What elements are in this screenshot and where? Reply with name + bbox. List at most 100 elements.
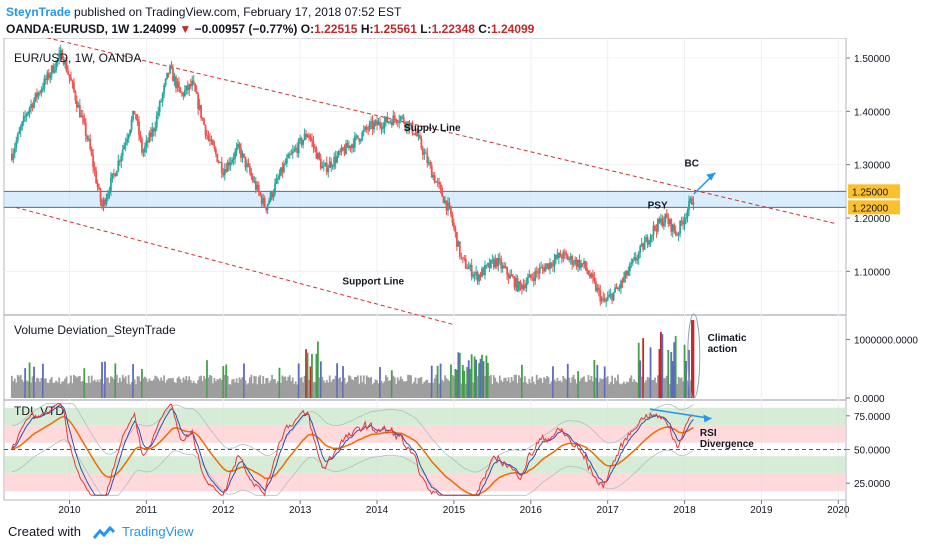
volume-bar	[546, 375, 548, 398]
candle-body	[349, 145, 352, 149]
candle-body	[376, 120, 378, 126]
volume-bar	[379, 367, 381, 398]
candle-body	[228, 162, 231, 166]
candle-body	[492, 259, 495, 268]
low-label: L:	[420, 22, 432, 36]
volume-bar	[285, 380, 288, 398]
volume-bar	[461, 365, 464, 398]
candle-body	[482, 268, 485, 276]
candle-body	[413, 133, 415, 135]
candle-body	[144, 146, 146, 153]
volume-bar	[518, 375, 520, 398]
x-tick-label: 2020	[827, 505, 850, 516]
volume-bar	[262, 376, 265, 398]
volume-bar	[390, 370, 393, 398]
tradingview-brand[interactable]: TradingView	[122, 524, 194, 539]
candle-body	[312, 141, 315, 147]
level-price-tag	[848, 184, 900, 199]
volume-bar	[327, 382, 330, 398]
candle-body	[192, 80, 195, 84]
volume-bar	[260, 384, 263, 398]
volume-bar	[371, 384, 374, 398]
candle-body	[225, 169, 228, 172]
volume-bar	[135, 384, 137, 398]
volume-bar	[95, 381, 98, 398]
candle-body	[455, 232, 458, 247]
candle-body	[40, 89, 43, 93]
volume-bar	[609, 381, 612, 398]
volume-bar	[421, 383, 424, 398]
chart-canvas[interactable]: 2010 2011 2012 2013 2014 2015 2016 2017 2018 2019…	[0, 38, 932, 524]
candle-body	[49, 74, 52, 79]
volume-bar	[27, 381, 30, 398]
volume-bar	[662, 378, 665, 398]
candle-body	[37, 92, 40, 97]
candle-body	[578, 260, 581, 268]
volume-annotation: action	[708, 344, 737, 355]
candle-body	[22, 116, 25, 122]
volume-bar	[384, 375, 387, 398]
candle-body	[603, 298, 606, 302]
volume-bar	[316, 341, 319, 398]
volume-bar	[489, 375, 492, 398]
candle-body	[337, 151, 340, 156]
volume-bar	[124, 376, 127, 398]
candle-body	[645, 237, 648, 242]
volume-bar	[340, 381, 343, 398]
volume-bar	[612, 384, 615, 398]
volume-bar	[350, 379, 353, 398]
volume-bar	[637, 342, 640, 398]
volume-bar	[686, 380, 689, 398]
candle-body	[293, 149, 296, 152]
candle-body	[534, 270, 537, 281]
author-link[interactable]: SteynTrade	[6, 5, 71, 19]
candle-body	[679, 220, 682, 234]
candle-body	[454, 227, 457, 233]
candle-body	[393, 115, 396, 120]
candle-body	[68, 74, 71, 78]
volume-bar	[102, 383, 105, 398]
candle-body	[396, 122, 399, 124]
volume-bar	[41, 363, 44, 398]
candle-body	[281, 167, 284, 173]
volume-bar	[473, 356, 476, 398]
volume-bar	[39, 381, 41, 398]
volume-bar	[606, 376, 609, 398]
price-annotation: Support Line	[342, 277, 404, 288]
volume-bar	[658, 349, 661, 398]
volume-bar	[614, 377, 616, 398]
volume-bar	[40, 378, 43, 398]
candle-body	[642, 243, 645, 250]
volume-bar	[133, 379, 136, 398]
volume-bar	[83, 368, 86, 398]
x-tick-label: 2016	[520, 505, 543, 516]
candle-body	[28, 108, 31, 112]
volume-bar	[679, 378, 682, 398]
candle-body	[201, 117, 204, 119]
candle-body	[90, 149, 93, 156]
volume-bar	[410, 375, 412, 398]
candle-body	[503, 265, 506, 268]
candle-body	[10, 154, 13, 160]
volume-bar	[566, 363, 569, 398]
candle-body	[519, 281, 522, 285]
candle-body	[43, 78, 46, 89]
candle-body	[587, 271, 590, 275]
volume-bar	[368, 377, 371, 398]
candle-body	[583, 260, 585, 265]
candle-body	[16, 133, 19, 142]
candle-body	[432, 175, 435, 178]
volume-bar	[454, 368, 457, 398]
candle-body	[470, 264, 473, 277]
candle-body	[580, 263, 582, 268]
y-tick-label: 1.30000	[854, 161, 891, 172]
volume-bar	[355, 376, 358, 398]
volume-bar	[594, 377, 597, 398]
volume-bar	[144, 376, 146, 398]
volume-bar	[179, 379, 182, 398]
volume-bar	[571, 377, 574, 398]
volume-bar	[429, 382, 432, 398]
candle-body	[346, 143, 349, 148]
candle-body	[61, 49, 64, 60]
candle-body	[296, 147, 299, 154]
